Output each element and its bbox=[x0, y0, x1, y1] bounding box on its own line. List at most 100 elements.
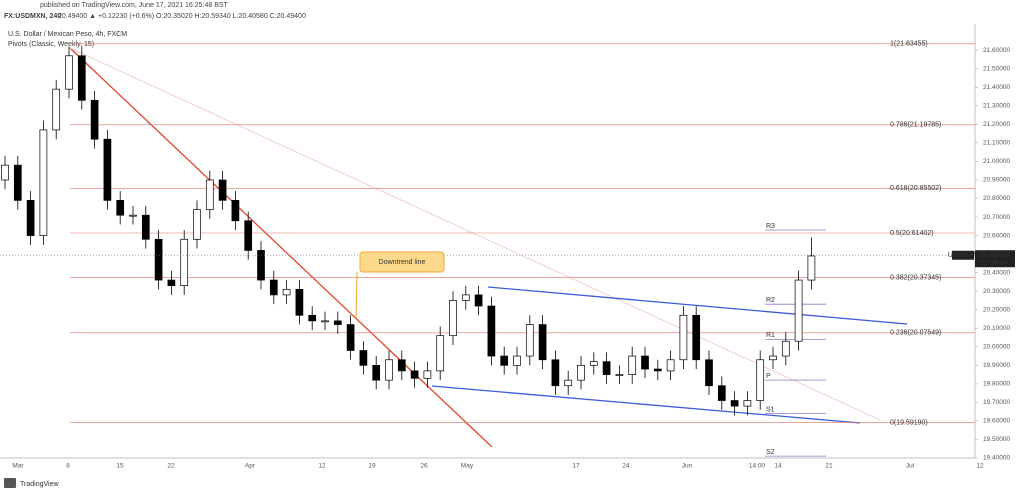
x-tick-label: 15 bbox=[116, 463, 124, 470]
y-tick-label: 20.60000 bbox=[983, 232, 1010, 239]
candle-body bbox=[26, 200, 35, 236]
candle-body bbox=[538, 324, 547, 361]
candle-body bbox=[410, 370, 419, 379]
candle-body bbox=[346, 324, 355, 351]
y-tick-label: 19.70000 bbox=[983, 399, 1010, 406]
footer-logo: TradingView bbox=[20, 481, 59, 488]
candle-body bbox=[77, 55, 86, 101]
x-tick-label: 12 bbox=[318, 463, 326, 470]
candle-body bbox=[756, 359, 765, 401]
candle-body bbox=[769, 355, 777, 361]
x-tick-label: 17 bbox=[572, 463, 580, 470]
candle-body bbox=[180, 238, 189, 286]
fib-label: 0.618(20.85502) bbox=[890, 185, 941, 192]
candle-body bbox=[436, 335, 445, 372]
last-price-label: 20.49400 bbox=[980, 252, 1009, 259]
y-tick-label: 20.00000 bbox=[983, 344, 1010, 351]
callout-pointer bbox=[355, 271, 358, 319]
candle-body bbox=[513, 355, 521, 366]
candle-body bbox=[577, 364, 585, 381]
candle-body bbox=[641, 355, 649, 370]
logo-icon bbox=[4, 478, 16, 488]
downtrend-line bbox=[69, 47, 493, 448]
y-tick-label: 20.20000 bbox=[983, 306, 1010, 313]
candle-body bbox=[231, 200, 240, 222]
quote: 20.49400 ▲ +0.12230 (+0.6%) O:20.35020 H… bbox=[58, 13, 306, 20]
y-tick-label: 20.80000 bbox=[983, 195, 1010, 202]
candle-body bbox=[449, 300, 457, 337]
candle-body bbox=[397, 359, 406, 372]
candle-body bbox=[90, 99, 99, 140]
fib-label: 0.236(20.07549) bbox=[890, 330, 941, 337]
candle-body bbox=[13, 164, 22, 201]
candle-body bbox=[129, 214, 137, 217]
candle-body bbox=[487, 305, 496, 357]
fib-label: 0.5(20.61402) bbox=[890, 230, 934, 237]
candle-body bbox=[653, 368, 662, 372]
candle-body bbox=[116, 200, 125, 216]
candle-body bbox=[781, 340, 790, 357]
candle-body bbox=[359, 350, 368, 366]
callout-text: Downtrend line bbox=[379, 259, 426, 266]
candle-body bbox=[308, 314, 317, 322]
candle-body bbox=[103, 138, 112, 201]
x-tick-label: 14 bbox=[774, 463, 782, 470]
y-tick-label: 20.10000 bbox=[983, 325, 1010, 332]
y-tick-label: 19.90000 bbox=[983, 362, 1010, 369]
symbol-badge-bg bbox=[952, 250, 974, 260]
candle-body bbox=[589, 361, 598, 366]
candle-body bbox=[423, 370, 432, 379]
candle-body bbox=[282, 288, 291, 296]
candle-body bbox=[295, 288, 304, 316]
fib-label: 0(19.59190) bbox=[890, 419, 928, 426]
candle-body bbox=[65, 55, 73, 90]
x-tick-label: 8 bbox=[66, 463, 70, 470]
symbol: FX:USDMXN, 240 bbox=[4, 13, 61, 20]
fib-label: 0.382(20.37345) bbox=[890, 274, 941, 281]
candle-body bbox=[193, 209, 201, 240]
candle-body bbox=[167, 279, 176, 286]
x-tick-label: 22 bbox=[167, 463, 175, 470]
channel-lower bbox=[431, 385, 861, 424]
pivot-label: R2 bbox=[766, 297, 775, 304]
y-tick-label: 20.30000 bbox=[983, 288, 1010, 295]
candle-body bbox=[141, 214, 150, 240]
pivot-label: R3 bbox=[766, 223, 775, 230]
callout-box bbox=[359, 251, 445, 273]
x-tick-label: Mar bbox=[12, 463, 24, 470]
candle-body bbox=[39, 129, 48, 236]
y-tick-label: 21.00000 bbox=[983, 158, 1010, 165]
countdown: 01:34:14 bbox=[980, 260, 1007, 267]
candle-body bbox=[52, 88, 61, 131]
fib-label: 0.786(21.19785) bbox=[890, 122, 941, 129]
x-tick-label: 14:00 bbox=[749, 463, 766, 470]
candle-body bbox=[257, 250, 265, 281]
candle-body bbox=[500, 355, 509, 366]
x-tick-label: 12 bbox=[976, 463, 984, 470]
candle-body bbox=[154, 238, 163, 281]
candle-body bbox=[679, 314, 688, 361]
published-note: published on TradingView.com, June 17, 2… bbox=[40, 2, 229, 9]
x-tick-label: 26 bbox=[420, 463, 428, 470]
candle-body bbox=[269, 279, 278, 296]
x-tick-label: Apr bbox=[245, 463, 256, 470]
symbol-badge: USDMXN bbox=[948, 252, 978, 259]
pivot-label: S1 bbox=[766, 406, 775, 413]
y-tick-label: 21.20000 bbox=[983, 121, 1010, 128]
y-tick-label: 20.90000 bbox=[983, 177, 1010, 184]
candle-body bbox=[321, 320, 329, 323]
x-tick-label: Jul bbox=[906, 463, 915, 470]
candle-body bbox=[461, 294, 470, 301]
x-tick-label: 21 bbox=[825, 463, 833, 470]
candle-body bbox=[743, 400, 752, 407]
x-tick-label: Jun bbox=[682, 463, 693, 470]
pivot-label: R1 bbox=[766, 332, 775, 339]
candle-body bbox=[525, 324, 534, 357]
pivot-label: P bbox=[766, 373, 771, 380]
y-tick-label: 19.60000 bbox=[983, 418, 1010, 425]
candle-body bbox=[730, 400, 739, 407]
y-tick-label: 21.30000 bbox=[983, 103, 1010, 110]
candle-body bbox=[717, 385, 726, 401]
y-tick-label: 21.50000 bbox=[983, 65, 1010, 72]
